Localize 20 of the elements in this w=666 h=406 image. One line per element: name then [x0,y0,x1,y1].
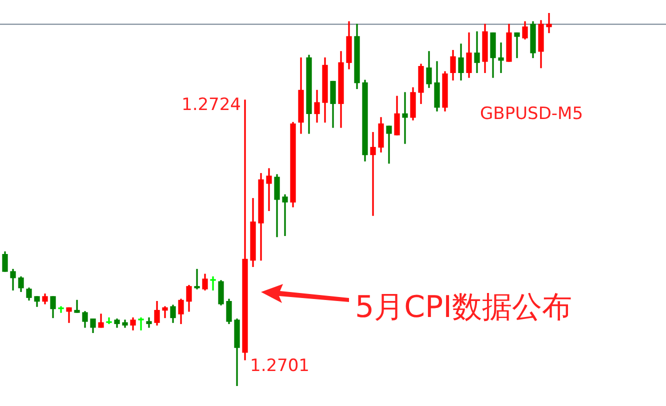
candlestick [74,300,80,313]
candlestick [106,317,112,324]
candlestick [194,268,200,290]
candlestick [474,31,480,74]
candlestick [546,13,552,34]
annotation: 1.2724 [182,95,241,116]
candlestick [210,276,216,290]
candlestick [266,168,272,212]
annotation: 1.2701 [250,356,310,376]
candlestick [162,306,168,318]
candlestick [402,92,408,144]
candlestick [514,32,520,58]
candlestick [386,126,392,164]
candlestick [282,194,288,236]
candlestick [138,317,144,330]
annotation: GBPUSD-M5 [480,104,584,124]
annotation: 5月CPI数据公布 [355,290,572,326]
candlestick [58,306,64,313]
candlestick [370,132,376,216]
candlestick [498,42,504,74]
